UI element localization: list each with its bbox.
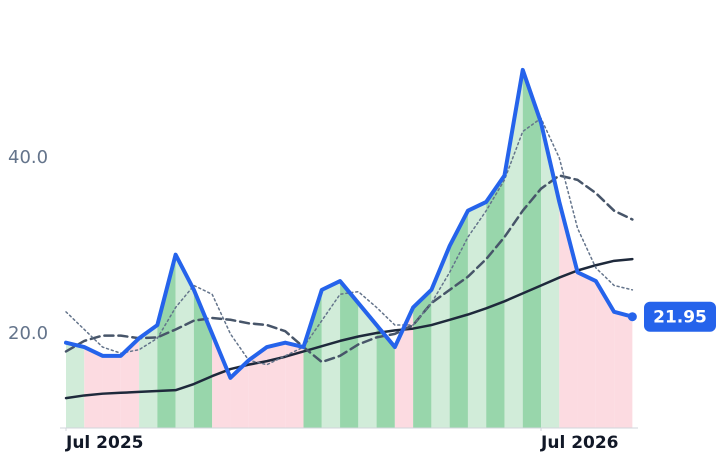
x-tick-label: Jul 2025 [65,433,144,453]
price-area [413,289,432,428]
price-area [376,325,395,428]
price-area [577,272,596,428]
price-area [230,360,249,428]
price-area [66,342,85,428]
series-line [64,67,635,380]
price-area [340,281,359,428]
price-area [522,69,542,429]
series-line [64,257,634,400]
price-area [212,333,231,428]
x-tick-label: Jul 2026 [540,433,619,453]
price-area [486,175,505,428]
price-area [614,311,633,428]
price-area [541,122,560,429]
price-area [321,281,341,428]
price-area [449,210,468,428]
series-line [65,117,634,366]
price-area [84,347,103,428]
y-tick-label: 20.0 [8,323,48,344]
series-line [64,174,634,364]
value-label: 21.95 [653,308,707,328]
price-area [595,281,615,428]
price-area [120,338,140,428]
price-area [467,201,487,428]
price-area [303,289,322,428]
price-area [266,342,286,428]
last-point [627,312,637,322]
price-area [102,355,121,428]
y-tick-label: 40.0 [8,147,48,168]
price-area [139,325,158,428]
value-badge [644,301,716,332]
price-area [431,245,450,428]
price-area [285,342,304,428]
price-area [248,347,267,428]
price-area [157,254,176,428]
